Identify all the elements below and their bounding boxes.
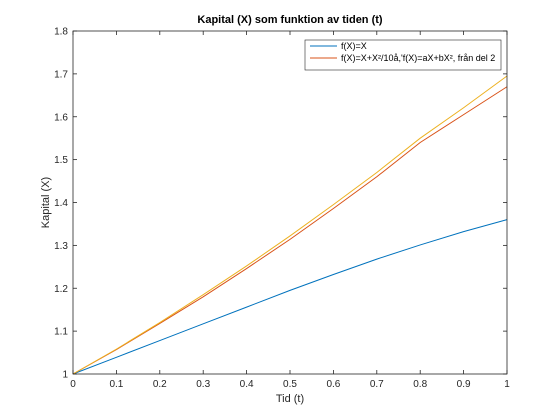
- x-tick-label: 0.8: [413, 379, 427, 390]
- x-axis-label: Tid (t): [276, 393, 304, 405]
- legend-entry-label: f(X)=X: [341, 41, 367, 51]
- x-tick-label: 0.6: [326, 379, 340, 390]
- legend-box: [304, 39, 502, 71]
- y-tick-label: 1.2: [54, 284, 68, 295]
- x-tick-label: 0.7: [370, 379, 384, 390]
- series-line-2: [72, 86, 508, 375]
- legend-entry-label: f(X)=X+X²/10å,'f(X)=aX+bX², från del 2: [341, 53, 495, 63]
- x-tick-label: 0.4: [240, 379, 254, 390]
- y-axis: 1 1.1 1.2 1.3 1.4 1.5 1.6 1.7 1.8: [54, 27, 507, 381]
- x-tick-label: 0.2: [153, 379, 167, 390]
- series-layer: [72, 75, 508, 375]
- plot-area: [73, 31, 507, 374]
- y-tick-label: 1.8: [54, 27, 68, 38]
- x-tick-label: 1: [504, 379, 510, 390]
- y-tick-label: 1.7: [54, 69, 68, 80]
- y-tick-label: 1.4: [54, 198, 68, 209]
- y-axis-label: Kapital (X): [40, 177, 52, 228]
- y-tick-label: 1.1: [54, 327, 68, 338]
- x-tick-label: 0.9: [457, 379, 471, 390]
- x-tick-label: 0.5: [283, 379, 297, 390]
- series-line-1: [72, 219, 508, 375]
- y-tick-label: 1: [62, 370, 68, 381]
- y-tick-label: 1.3: [54, 241, 68, 252]
- chart-title: Kapital (X) som funktion av tiden (t): [197, 14, 383, 26]
- series-line-3: [72, 75, 508, 375]
- x-tick-label: 0.1: [109, 379, 123, 390]
- y-tick-label: 1.6: [54, 112, 68, 123]
- x-tick-label: 0: [70, 379, 76, 390]
- x-tick-label: 0.3: [196, 379, 210, 390]
- x-axis: 0 0.1 0.2 0.3 0.4 0.5 0.6 0.7 0.8 0.9 1: [70, 31, 510, 390]
- y-tick-label: 1.5: [54, 155, 68, 166]
- legend: f(X)=X f(X)=X+X²/10å,'f(X)=aX+bX², från d…: [304, 39, 502, 71]
